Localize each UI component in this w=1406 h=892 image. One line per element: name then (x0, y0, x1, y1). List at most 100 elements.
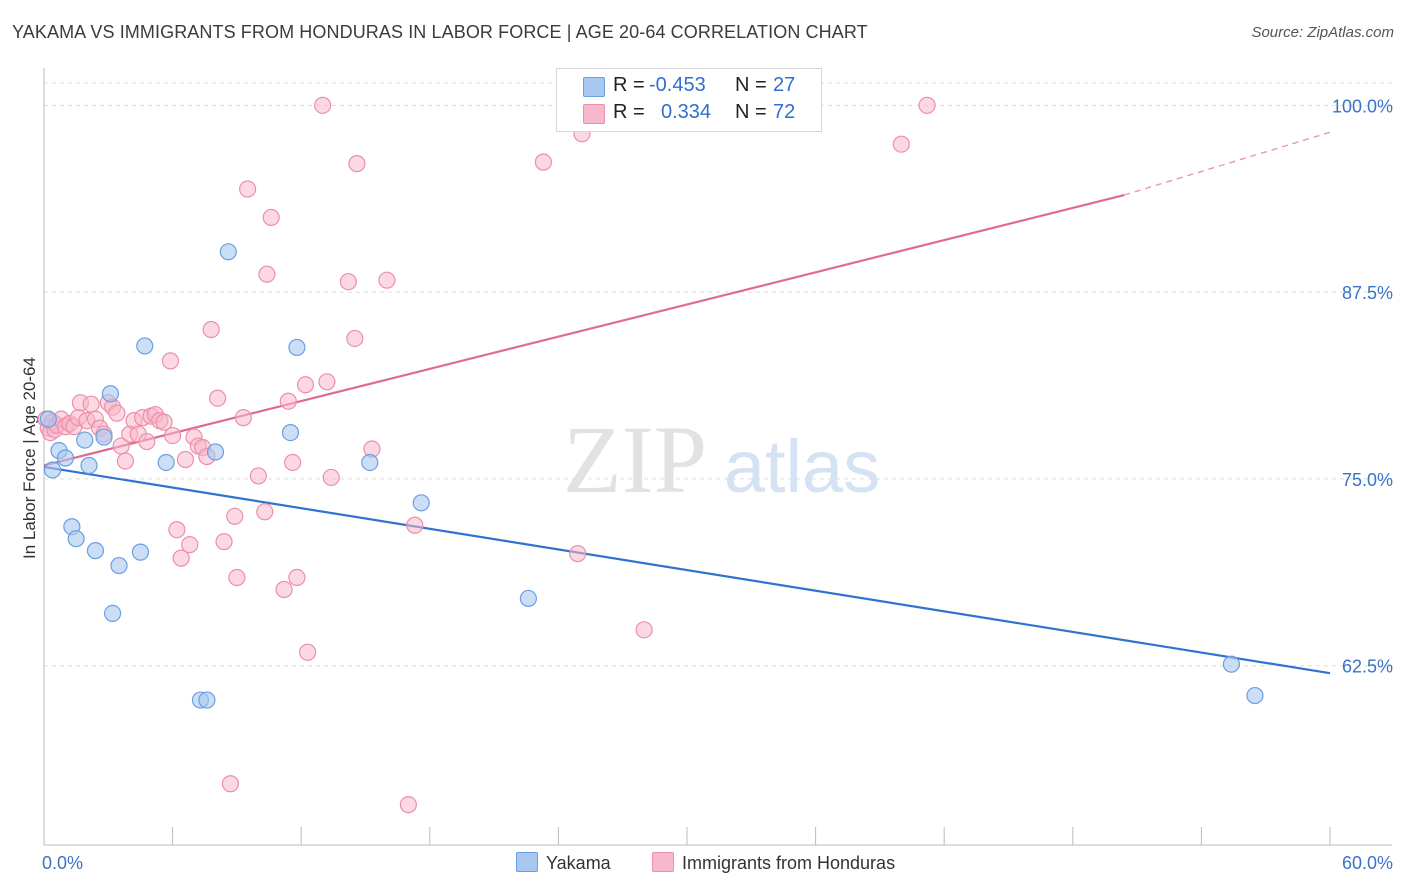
honduras-point (82, 395, 100, 413)
honduras-point (155, 413, 173, 431)
stats-row-yakama: R = -0.453 N = 27 (557, 74, 821, 100)
honduras-point (181, 536, 199, 554)
x-tick-label: 60.0% (1342, 853, 1393, 873)
honduras-point (339, 273, 357, 291)
honduras-point (226, 507, 244, 525)
watermark-zip: ZIP (563, 406, 707, 513)
tick-labels: 100.0% 87.5% 75.0% 62.5% 0.0% 60.0% (42, 96, 1393, 873)
watermark-atlas: atlas (724, 425, 880, 508)
honduras-point (164, 426, 182, 445)
yakama-point (1222, 655, 1241, 673)
honduras-point (256, 503, 274, 521)
yakama-point (76, 431, 94, 449)
honduras-point (279, 392, 297, 410)
n-value: 72 (773, 101, 796, 123)
stats-box: R = -0.453 N = 27 R = 0.334 N = 72 (556, 68, 822, 132)
r-value: 0.334 (661, 101, 712, 123)
yakama-point (412, 494, 430, 512)
yakama-point (136, 337, 154, 355)
honduras-point (918, 96, 936, 114)
y-tick-label: 100.0% (1332, 96, 1393, 116)
honduras-point (116, 452, 135, 470)
honduras-point (296, 376, 315, 394)
honduras-point (275, 580, 293, 599)
n-label: N = (735, 74, 767, 96)
honduras-point (209, 389, 227, 407)
honduras-swatch (583, 104, 605, 124)
yakama-point (110, 556, 128, 575)
honduras-trend-extension (1124, 131, 1331, 196)
legend-item-yakama[interactable]: Yakama (516, 852, 611, 874)
honduras-point (299, 643, 317, 661)
honduras-point (348, 155, 366, 173)
honduras-point (378, 271, 396, 289)
legend-item-honduras[interactable]: Immigrants from Honduras (652, 852, 895, 874)
n-label: N = (735, 101, 767, 123)
honduras-point (108, 404, 126, 422)
honduras-point (228, 568, 246, 587)
yakama-point (361, 453, 379, 472)
honduras-point (249, 467, 267, 485)
y-tick-label: 62.5% (1342, 657, 1393, 677)
honduras-point (258, 265, 276, 283)
honduras-point (168, 521, 186, 539)
yakama-point (198, 691, 216, 709)
honduras-point (892, 135, 910, 153)
trend-layer (43, 131, 1331, 675)
honduras-point (234, 409, 252, 427)
r-label: R = (613, 101, 645, 123)
yakama-point (103, 604, 122, 622)
honduras-point (534, 153, 552, 171)
chart-source: Source: ZipAtlas.com (1251, 24, 1394, 41)
honduras-point (288, 568, 306, 587)
yakama-point (1246, 686, 1264, 705)
axes-layer (43, 68, 1392, 846)
grid-layer (44, 82, 1392, 667)
x-tick-label: 0.0% (42, 853, 83, 873)
yakama-points (39, 243, 1264, 709)
yakama-point (219, 243, 237, 261)
honduras-point (138, 432, 156, 451)
stats-row-honduras: R = 0.334 N = 72 (557, 101, 821, 127)
yakama-point (281, 423, 300, 442)
honduras-point (318, 373, 336, 391)
y-tick-label: 75.0% (1342, 470, 1393, 490)
yakama-point (39, 410, 57, 428)
honduras-point (406, 516, 424, 534)
honduras-point (322, 468, 340, 487)
yakama-point (131, 543, 150, 561)
honduras-point (239, 180, 257, 198)
honduras-point (399, 796, 417, 814)
yakama-trend-line (43, 465, 1331, 675)
honduras-point (314, 96, 332, 114)
honduras-trend-line (43, 193, 1125, 467)
honduras-point (202, 320, 220, 339)
honduras-point (569, 545, 587, 563)
yakama-legend-swatch (516, 852, 538, 872)
yakama-point (95, 428, 113, 446)
yakama-point (67, 530, 85, 548)
n-value: 27 (773, 74, 796, 96)
yakama-point (86, 542, 105, 560)
r-label: R = (613, 74, 645, 96)
honduras-legend-swatch (652, 852, 674, 872)
yakama-point (80, 456, 98, 475)
honduras-point (221, 775, 240, 793)
honduras-point (172, 549, 190, 567)
legend-label-yakama: Yakama (546, 853, 611, 873)
honduras-point (176, 450, 195, 469)
yakama-point (519, 589, 537, 608)
honduras-point (161, 352, 180, 370)
chart-title: YAKAMA VS IMMIGRANTS FROM HONDURAS IN LA… (12, 22, 868, 42)
honduras-point (635, 621, 653, 639)
honduras-point (346, 329, 364, 348)
yakama-swatch (583, 77, 605, 97)
honduras-point (262, 208, 280, 227)
honduras-point (215, 533, 233, 551)
yakama-point (157, 453, 175, 472)
yakama-point (206, 443, 225, 461)
yakama-point (101, 385, 120, 403)
yakama-point (43, 461, 62, 479)
honduras-points (37, 96, 936, 814)
